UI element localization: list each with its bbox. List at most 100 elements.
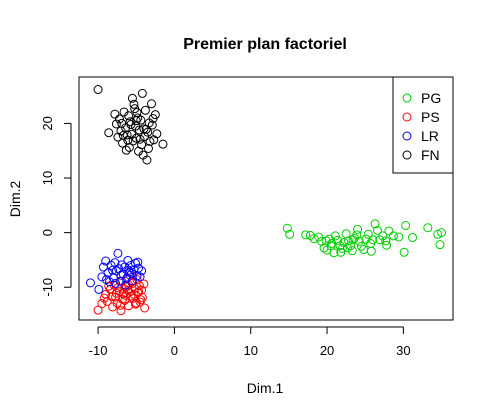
x-tick-label: -10 (89, 343, 108, 358)
data-point-pg (408, 233, 418, 243)
legend-marker-ps (402, 112, 412, 122)
y-tick-label: 0 (40, 229, 55, 236)
data-point-pg (343, 236, 353, 246)
plot-frame (78, 76, 454, 321)
data-point-ps (93, 305, 103, 315)
data-point-fn (140, 105, 150, 115)
data-point-pg (368, 235, 378, 245)
legend-marker-pg (402, 93, 412, 103)
data-point-fn (136, 115, 146, 125)
data-point-fn (129, 99, 139, 109)
data-point-fn (117, 118, 127, 128)
data-point-lr (101, 275, 111, 285)
data-point-pg (346, 241, 356, 251)
data-point-lr (124, 267, 134, 277)
data-point-fn (147, 120, 157, 130)
x-axis: -10 0 10 20 30 (89, 326, 411, 358)
data-point-fn (138, 150, 148, 160)
data-point-lr (113, 248, 123, 258)
data-point-lr (127, 269, 137, 279)
data-point-lr (121, 280, 131, 290)
data-point-pg (326, 241, 336, 251)
y-axis: -10 0 10 20 (40, 116, 72, 297)
y-tick-label: -10 (40, 278, 55, 297)
legend-marker-fn (402, 150, 412, 160)
data-point-fn (158, 139, 168, 149)
data-point-ps (118, 294, 128, 304)
data-point-lr (137, 266, 147, 276)
data-point-ps (111, 288, 121, 298)
data-point-fn (110, 109, 120, 119)
data-point-fn (113, 132, 123, 142)
data-point-pg (337, 243, 347, 253)
data-point-pg (347, 246, 357, 256)
y-tick-label: 10 (40, 171, 55, 185)
data-point-ps (115, 300, 125, 310)
data-point-pg (381, 236, 391, 246)
data-point-fn (124, 142, 134, 152)
data-point-fn (93, 85, 103, 95)
data-point-lr (134, 263, 144, 273)
data-point-fn (122, 130, 132, 140)
legend-label-fn: FN (421, 147, 440, 163)
data-point-fn (148, 114, 158, 124)
data-point-fn (124, 111, 134, 121)
data-point-pg (321, 236, 331, 246)
data-point-pg (372, 225, 382, 235)
data-point-lr (133, 257, 143, 267)
data-point-fn (131, 116, 141, 126)
data-point-ps (134, 287, 144, 297)
data-point-pg (384, 226, 394, 236)
x-tick-label: 0 (171, 343, 178, 358)
data-point-pg (399, 247, 409, 257)
data-point-ps (129, 289, 139, 299)
data-point-lr (94, 284, 104, 294)
data-point-pg (382, 240, 392, 250)
data-point-ps (113, 283, 123, 293)
data-point-lr (123, 255, 133, 265)
data-point-fn (147, 99, 157, 109)
data-point-pg (353, 224, 363, 234)
data-point-ps (130, 299, 140, 309)
data-point-pg (401, 221, 411, 231)
data-point-pg (423, 223, 433, 233)
legend: PG PS LR FN (392, 76, 454, 174)
data-point-lr (103, 268, 113, 278)
chart-title: Premier plan factoriel (183, 36, 347, 53)
data-point-pg (394, 232, 404, 242)
data-point-pg (435, 240, 445, 250)
data-point-ps (99, 293, 109, 303)
x-tick-label: 20 (320, 343, 334, 358)
data-points (85, 85, 447, 316)
legend-label-lr: LR (421, 128, 439, 144)
legend-label-ps: PS (421, 109, 440, 125)
data-point-ps (140, 303, 150, 313)
data-point-pg (363, 229, 373, 239)
data-point-pg (285, 229, 295, 239)
data-point-ps (101, 289, 111, 299)
data-point-ps (116, 306, 126, 316)
data-point-fn (133, 113, 143, 123)
data-point-ps (102, 296, 112, 306)
data-point-fn (137, 88, 147, 98)
data-point-lr (111, 278, 121, 288)
data-point-fn (111, 119, 121, 129)
legend-marker-lr (402, 131, 412, 141)
data-point-ps (97, 299, 107, 309)
data-point-fn (143, 127, 153, 137)
data-point-lr (124, 265, 134, 275)
x-axis-label: Dim.1 (247, 380, 284, 396)
legend-label-pg: PG (421, 90, 441, 106)
data-point-ps (136, 295, 146, 305)
data-point-pg (330, 231, 340, 241)
data-point-lr (116, 270, 126, 280)
data-point-lr (127, 276, 137, 286)
data-point-lr (135, 272, 145, 282)
data-point-fn (123, 135, 133, 145)
data-point-fn (135, 134, 145, 144)
data-point-fn (128, 136, 138, 146)
x-tick-label: 10 (244, 343, 258, 358)
data-point-pg (343, 243, 353, 253)
data-point-ps (131, 298, 141, 308)
